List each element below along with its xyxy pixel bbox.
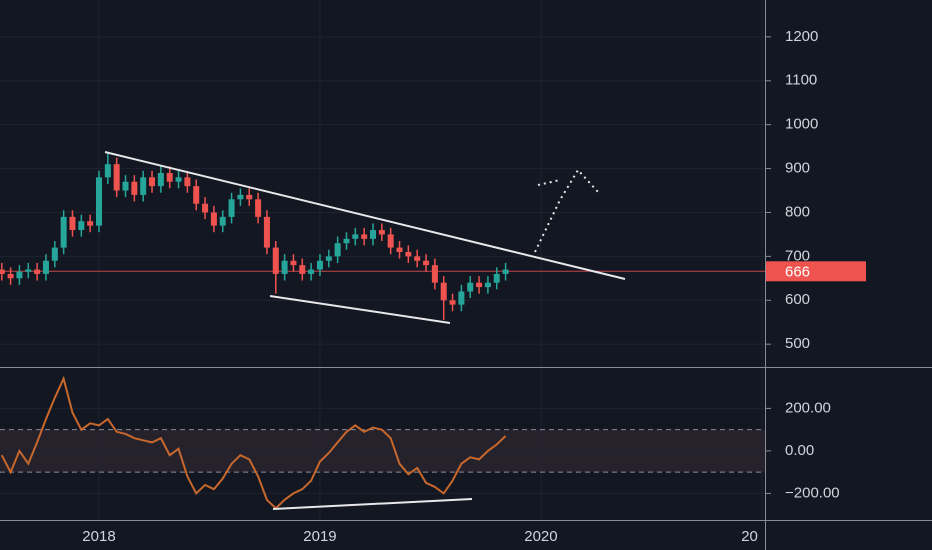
candle-body xyxy=(343,238,350,244)
candle-body xyxy=(237,194,244,200)
candle-body xyxy=(387,234,394,248)
candle-body xyxy=(87,221,94,226)
candle-body xyxy=(352,234,359,239)
y-tick-label: 600 xyxy=(785,291,810,308)
candle-body xyxy=(16,271,23,279)
candle-body xyxy=(34,269,41,274)
candle-body xyxy=(42,260,49,274)
candle-body xyxy=(0,269,5,274)
y-tick-label: 0.00 xyxy=(785,442,814,459)
candle-body xyxy=(378,230,385,235)
candle-body xyxy=(369,230,376,239)
candle-body xyxy=(95,177,102,226)
candle-body xyxy=(458,291,465,305)
y-tick-label: 1100 xyxy=(785,72,817,89)
y-tick-label: −200.00 xyxy=(785,484,840,501)
candle-body xyxy=(246,194,253,200)
candle-body xyxy=(25,269,32,272)
candle-body xyxy=(476,282,483,288)
indicator-line xyxy=(0,375,507,510)
candle-body xyxy=(502,269,509,274)
grid xyxy=(0,0,765,520)
candle-body xyxy=(202,203,209,213)
candle-body xyxy=(414,256,421,261)
candle-body xyxy=(405,251,412,257)
candle-body xyxy=(69,216,76,231)
candle-body xyxy=(175,177,182,182)
x-tick-label: 20 xyxy=(741,528,758,545)
candle-body xyxy=(140,177,147,195)
candle-body xyxy=(440,282,447,301)
candle-body xyxy=(263,216,270,248)
candle-body xyxy=(281,260,288,274)
trend-line xyxy=(269,295,451,324)
candle-body xyxy=(104,164,111,178)
candle-body xyxy=(219,216,226,226)
y-tick-label: 700 xyxy=(785,247,810,264)
candle-body xyxy=(396,247,403,252)
trend-line xyxy=(272,498,473,510)
candle-body xyxy=(149,177,156,187)
candle-body xyxy=(299,265,306,274)
candle-body xyxy=(210,212,217,226)
candle-body xyxy=(157,172,164,187)
candle-body xyxy=(493,273,500,283)
x-tick-label: 2019 xyxy=(303,528,336,545)
x-tick-label: 2020 xyxy=(524,528,557,545)
y-tick-label: 1000 xyxy=(785,116,818,133)
trend-line xyxy=(104,151,626,280)
last-price-label: 666 xyxy=(785,263,810,280)
candle-body xyxy=(423,260,430,266)
candle-body xyxy=(228,199,235,217)
projection-arrow xyxy=(537,179,561,186)
y-tick-label: 1200 xyxy=(785,28,818,45)
candle-body xyxy=(316,260,323,270)
candle-body xyxy=(308,269,315,274)
last-price-badge xyxy=(766,261,866,282)
candle-body xyxy=(113,164,120,191)
candle-body xyxy=(166,172,173,182)
candle-body xyxy=(467,282,474,292)
candle-body xyxy=(193,186,200,204)
candle-body xyxy=(255,199,262,217)
candle-body xyxy=(7,273,14,279)
candle-body xyxy=(272,247,279,274)
candle-body xyxy=(334,243,341,257)
candle-body xyxy=(122,181,129,191)
y-tick-label: 900 xyxy=(785,160,810,177)
candle-body xyxy=(431,265,438,283)
candle-body xyxy=(78,221,85,231)
candle-body xyxy=(60,216,67,248)
candle-body xyxy=(449,300,456,305)
y-tick-label: 200.00 xyxy=(785,399,831,416)
drawings xyxy=(104,151,626,510)
y-tick-label: 500 xyxy=(785,335,810,352)
marks xyxy=(0,153,765,510)
y-tick-label: 800 xyxy=(785,203,810,220)
candle-body xyxy=(184,177,191,187)
candle-body xyxy=(131,181,138,195)
candle-body xyxy=(325,256,332,261)
candle-body xyxy=(484,282,491,288)
candle-body xyxy=(290,260,297,266)
x-tick-label: 2018 xyxy=(82,528,115,545)
candle-body xyxy=(361,234,368,239)
candle-body xyxy=(51,247,58,261)
